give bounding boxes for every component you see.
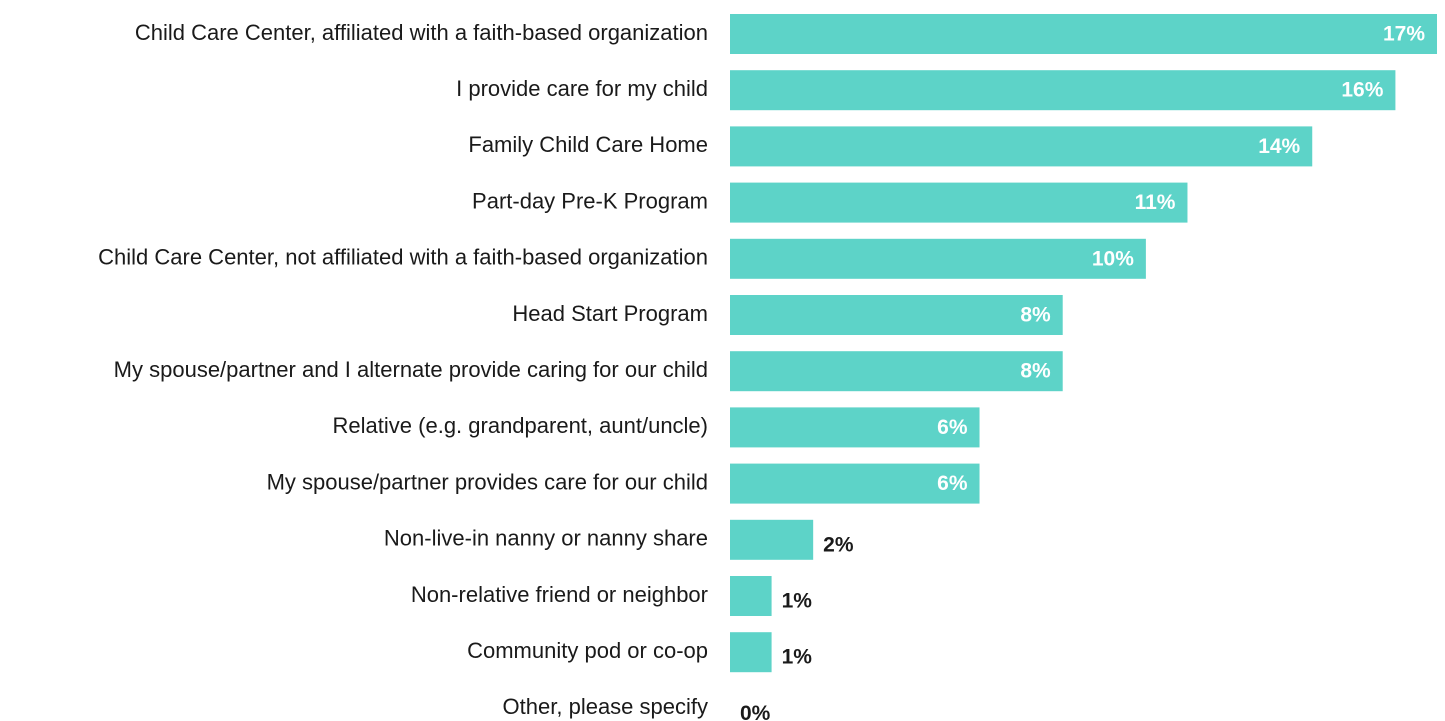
category-label: I provide care for my child <box>456 76 708 101</box>
value-label: 6% <box>937 416 968 439</box>
bar <box>730 126 1313 167</box>
bar <box>730 14 1437 54</box>
category-label: Part-day Pre-K Program <box>472 188 708 213</box>
category-label: Non-relative friend or neighbor <box>411 582 708 607</box>
value-label: 2% <box>823 533 854 556</box>
bar <box>730 463 980 504</box>
category-label: Family Child Care Home <box>468 132 708 157</box>
bar <box>730 576 772 616</box>
bar <box>730 295 1063 335</box>
category-label: Relative (e.g. grandparent, aunt/uncle) <box>333 413 708 438</box>
category-label: My spouse/partner and I alternate provid… <box>114 357 708 382</box>
bar <box>730 632 772 673</box>
value-label: 8% <box>1020 304 1051 327</box>
value-label: 1% <box>782 590 813 613</box>
value-label: 17% <box>1383 23 1425 46</box>
value-label: 1% <box>782 646 813 669</box>
category-label: Child Care Center, not affiliated with a… <box>98 245 708 270</box>
value-label: 14% <box>1258 135 1300 158</box>
category-label: Head Start Program <box>512 301 708 326</box>
category-label: Child Care Center, affiliated with a fai… <box>135 20 708 45</box>
category-label: My spouse/partner provides care for our … <box>267 469 708 494</box>
value-label: 10% <box>1092 247 1134 270</box>
bar <box>730 70 1396 111</box>
category-label: Community pod or co-op <box>467 638 708 663</box>
category-label: Other, please specify <box>503 694 708 719</box>
value-label: 8% <box>1020 360 1051 383</box>
value-label: 16% <box>1341 79 1383 102</box>
bar <box>730 407 980 448</box>
bar <box>730 238 1146 279</box>
value-label: 6% <box>937 472 968 495</box>
bar <box>730 351 1063 392</box>
value-label: 0% <box>740 702 771 721</box>
value-label: 11% <box>1135 191 1176 214</box>
bar <box>730 182 1188 223</box>
bar <box>730 519 814 560</box>
category-label: Non-live-in nanny or nanny share <box>384 526 708 551</box>
